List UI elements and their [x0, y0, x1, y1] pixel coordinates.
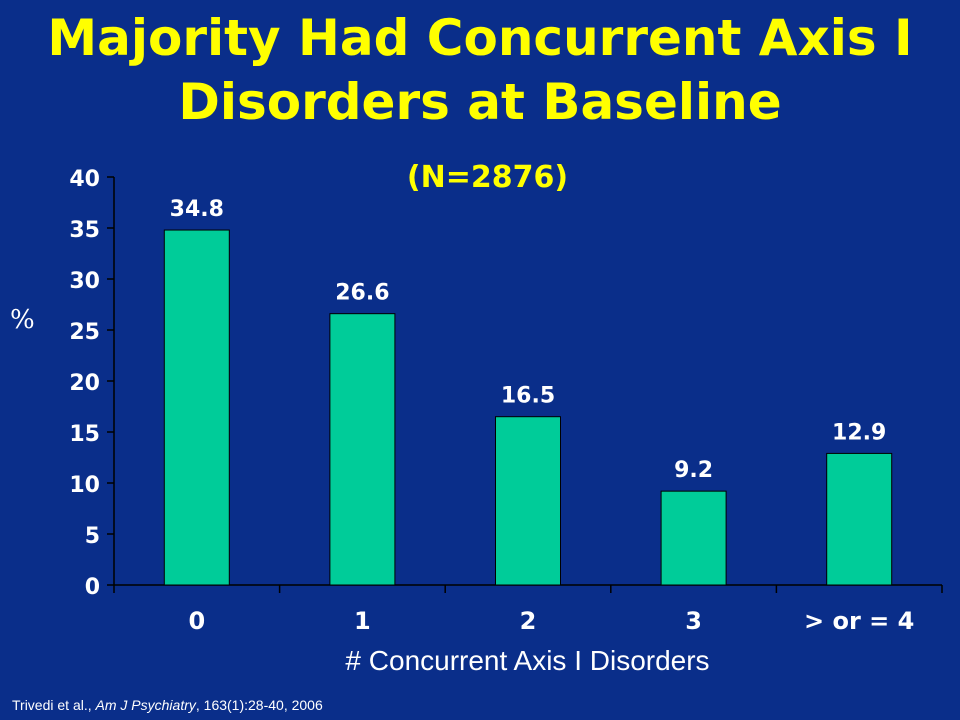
y-tick-label: 0	[85, 575, 100, 600]
chart-title: Majority Had Concurrent Axis I Disorders…	[47, 9, 913, 131]
category-label: 1	[354, 607, 371, 635]
y-tick-label: 25	[69, 320, 100, 345]
category-label: > or = 4	[804, 607, 914, 635]
category-label: 3	[685, 607, 702, 635]
data-label: 16.5	[501, 384, 555, 409]
category-label: 2	[520, 607, 537, 635]
source-prefix: Trivedi et al.,	[12, 697, 96, 713]
y-tick-label: 5	[85, 524, 100, 549]
y-axis-label: %	[10, 305, 35, 335]
bar	[495, 416, 561, 586]
x-axis-label: # Concurrent Axis I Disorders	[345, 645, 710, 676]
data-label: 34.8	[170, 197, 224, 222]
y-tick-label: 20	[69, 371, 100, 396]
bar	[163, 229, 230, 586]
category-label: 0	[188, 607, 205, 635]
data-label: 26.6	[335, 281, 389, 306]
source-citation: Trivedi et al., Am J Psychiatry, 163(1):…	[12, 697, 323, 713]
y-tick-label: 35	[69, 218, 100, 243]
y-tick-label: 40	[69, 167, 100, 192]
chart-subtitle: (N=2876)	[406, 160, 569, 195]
y-tick-label: 30	[69, 269, 100, 294]
bar	[329, 313, 396, 586]
data-label: 12.9	[832, 420, 886, 445]
bar	[660, 490, 727, 586]
source-journal: Am J Psychiatry	[95, 697, 196, 713]
source-suffix: , 163(1):28-40, 2006	[195, 697, 323, 713]
y-tick-label: 10	[69, 473, 100, 498]
bar	[826, 452, 893, 586]
y-tick-label: 15	[69, 422, 100, 447]
data-label: 9.2	[674, 458, 713, 483]
